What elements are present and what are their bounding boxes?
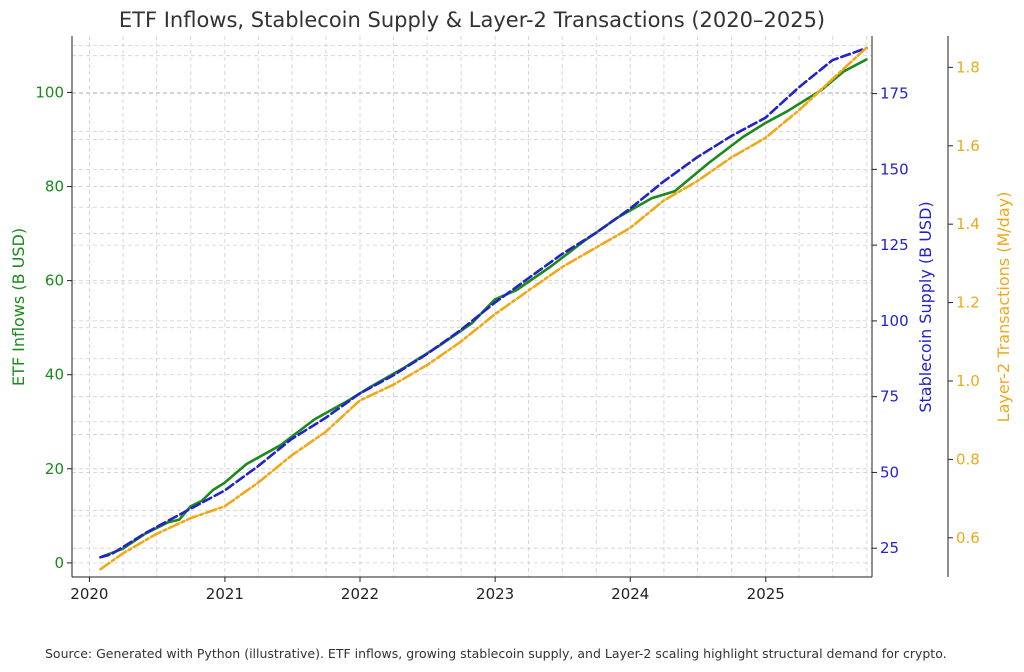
y-tick-label-etf: 80 — [45, 178, 64, 196]
y-tick-label-l2: 1.8 — [956, 58, 980, 76]
y-tick-label-l2: 1.6 — [956, 137, 980, 155]
x-tick-label: 2022 — [341, 585, 379, 603]
y-tick-label-stable: 175 — [880, 85, 909, 103]
y-tick-label-etf: 40 — [45, 366, 64, 384]
series-line-layer-2-transactions — [99, 46, 868, 571]
y-tick-label-stable: 25 — [880, 539, 899, 557]
y-tick-label-stable: 100 — [880, 312, 909, 330]
x-tick-label: 2025 — [747, 585, 785, 603]
series-lines — [99, 46, 868, 571]
x-tick-label: 2023 — [476, 585, 514, 603]
x-tick-label: 2021 — [206, 585, 244, 603]
axes — [67, 36, 953, 582]
y-tick-label-etf: 100 — [35, 83, 64, 101]
series-line-etf-inflows — [99, 58, 868, 559]
y-axis-label-etf: ETF Inflows (B USD) — [9, 228, 28, 386]
y-tick-label-etf: 20 — [45, 460, 64, 478]
y-tick-label-l2: 0.6 — [956, 529, 980, 547]
y-tick-label-etf: 0 — [54, 554, 64, 572]
x-tick-label: 2020 — [70, 585, 108, 603]
y-tick-label-stable: 150 — [880, 160, 909, 178]
y-tick-label-etf: 60 — [45, 272, 64, 290]
y-axis-label-layer2: Layer-2 Transactions (M/day) — [994, 192, 1013, 423]
series-line-stablecoin-supply — [99, 46, 868, 559]
y-tick-label-l2: 1.4 — [956, 215, 980, 233]
y-tick-label-stable: 50 — [880, 463, 899, 481]
source-note: Source: Generated with Python (illustrat… — [45, 646, 947, 661]
tick-labels: 2020 2021 2022 2023 2024 2025 0 20 40 60 80 100 25 50… — [35, 58, 980, 603]
y-tick-label-l2: 0.8 — [956, 450, 980, 468]
y-tick-label-stable: 125 — [880, 236, 909, 254]
grid — [72, 36, 872, 577]
y-tick-label-l2: 1.0 — [956, 372, 980, 390]
y-tick-label-l2: 1.2 — [956, 294, 980, 312]
chart-title: ETF Inflows, Stablecoin Supply & Layer-2… — [119, 8, 825, 32]
y-axis-label-stablecoin: Stablecoin Supply (B USD) — [916, 201, 935, 412]
x-tick-label: 2024 — [611, 585, 649, 603]
y-tick-label-stable: 75 — [880, 388, 899, 406]
